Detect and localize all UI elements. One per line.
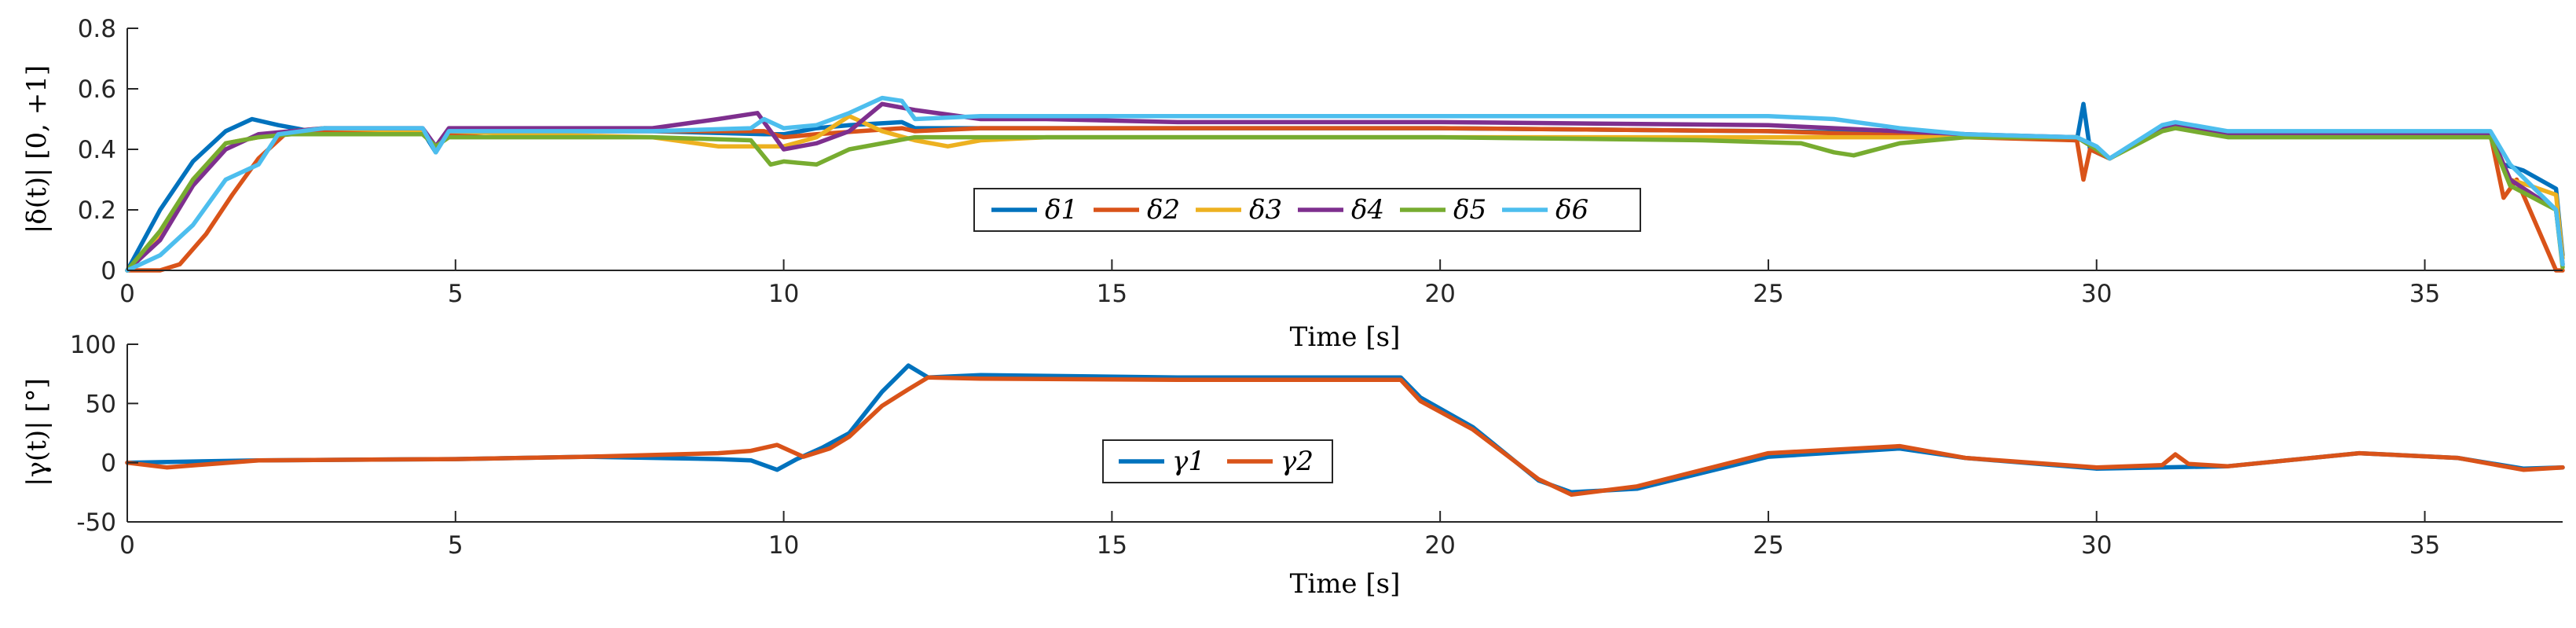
bot-x-tick-label: 10 (768, 531, 799, 560)
bot-x-tick-label: 30 (2081, 531, 2112, 560)
top-x-tick-label: 10 (768, 280, 799, 308)
bot-x-tick-label: 25 (1753, 531, 1783, 560)
top-x-tick-label: 30 (2081, 280, 2112, 308)
top-x-axis-label: Time [s] (1290, 321, 1401, 353)
bottom-y-axis-label: |γ(t)| [°] (21, 378, 53, 487)
top-legend-label-4: δ4 (1351, 194, 1384, 226)
bottom-x-axis-label: Time [s] (1290, 568, 1401, 600)
bot-y-tick-label: 100 (70, 331, 116, 359)
top-y-tick-label: 0.4 (78, 136, 116, 164)
top-legend-label-2: δ2 (1147, 194, 1180, 226)
bot-y-tick-label: -50 (76, 509, 116, 537)
top-legend-label-1: δ1 (1045, 194, 1078, 226)
top-legend-label-3: δ3 (1249, 194, 1282, 226)
top-x-tick-label: 0 (119, 280, 135, 308)
bottom-legend: γ1 γ2 (1102, 439, 1333, 483)
top-y-tick-label: 0.8 (78, 15, 116, 43)
top-x-tick-label: 25 (1753, 280, 1783, 308)
bot-legend-label-2: γ2 (1281, 446, 1314, 477)
top-x-tick-label: 5 (448, 280, 464, 308)
top-legend: δ1 δ2 δ3 δ4 δ5 δ6 (973, 188, 1641, 232)
top-series-line-5 (125, 126, 2565, 273)
top-x-tick-label: 15 (1097, 280, 1127, 308)
bot-x-tick-label: 20 (1424, 531, 1455, 560)
top-y-tick-label: 0 (101, 257, 116, 285)
top-y-tick-label: 0.2 (78, 196, 116, 225)
top-legend-label-6: δ6 (1555, 194, 1588, 226)
bot-series-line-2 (125, 375, 2565, 498)
top-x-tick-label: 35 (2409, 280, 2440, 308)
top-series-group (125, 95, 2565, 273)
top-y-axis-label: |δ(t)| [0, +1] (21, 65, 53, 233)
top-x-tick-label: 20 (1424, 280, 1455, 308)
bot-x-tick-label: 35 (2409, 531, 2440, 560)
bot-x-tick-label: 0 (119, 531, 135, 560)
top-y-tick-label: 0.6 (78, 75, 116, 104)
bot-x-tick-label: 5 (448, 531, 464, 560)
bot-y-tick-label: 0 (101, 450, 116, 478)
top-panel: 0 0.2 0.4 0.6 0.8 0 5 10 15 20 25 30 35 |δ(t)| [0, … (21, 15, 2565, 353)
bot-legend-label-1: γ1 (1172, 446, 1205, 477)
bot-x-tick-label: 15 (1097, 531, 1127, 560)
bot-y-tick-label: 50 (86, 390, 116, 418)
bottom-series-group (125, 363, 2565, 498)
top-legend-label-5: δ5 (1453, 194, 1486, 226)
bot-series-line-1 (125, 363, 2565, 495)
top-series-line-6 (125, 95, 2565, 273)
